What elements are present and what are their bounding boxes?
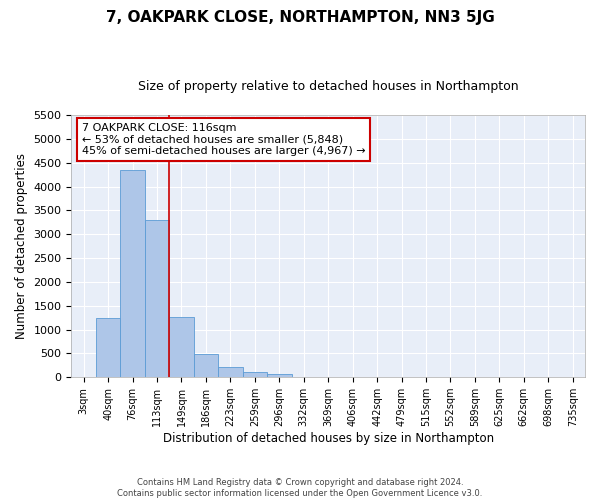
Bar xyxy=(242,372,267,377)
Bar xyxy=(145,220,169,377)
Text: 7, OAKPARK CLOSE, NORTHAMPTON, NN3 5JG: 7, OAKPARK CLOSE, NORTHAMPTON, NN3 5JG xyxy=(106,10,494,25)
Bar xyxy=(169,316,194,377)
Bar xyxy=(267,374,292,377)
Title: Size of property relative to detached houses in Northampton: Size of property relative to detached ho… xyxy=(138,80,518,93)
Bar xyxy=(96,318,121,377)
Bar xyxy=(121,170,145,377)
X-axis label: Distribution of detached houses by size in Northampton: Distribution of detached houses by size … xyxy=(163,432,494,445)
Y-axis label: Number of detached properties: Number of detached properties xyxy=(15,153,28,339)
Text: Contains HM Land Registry data © Crown copyright and database right 2024.
Contai: Contains HM Land Registry data © Crown c… xyxy=(118,478,482,498)
Text: 7 OAKPARK CLOSE: 116sqm
← 53% of detached houses are smaller (5,848)
45% of semi: 7 OAKPARK CLOSE: 116sqm ← 53% of detache… xyxy=(82,123,365,156)
Bar xyxy=(218,367,242,377)
Bar xyxy=(194,354,218,377)
